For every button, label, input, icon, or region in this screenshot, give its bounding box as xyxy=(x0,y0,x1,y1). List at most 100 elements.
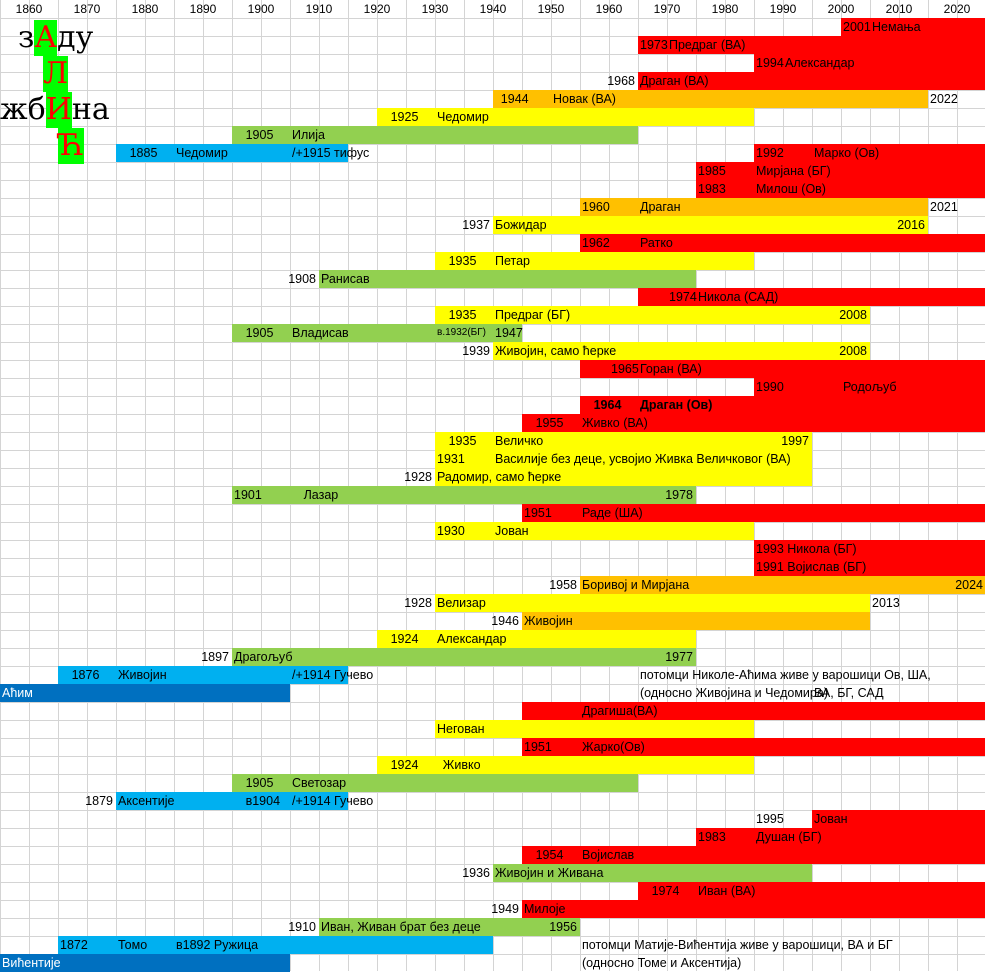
timeline-bar xyxy=(232,126,638,144)
timeline-label: ВА, БГ, САД xyxy=(814,686,884,700)
timeline-bar xyxy=(580,234,985,252)
x-tick-label: 2020 xyxy=(943,2,971,16)
timeline-label: Марко (Ов) xyxy=(814,146,880,160)
timeline-label: 1924 xyxy=(390,758,419,772)
x-tick-label: 1910 xyxy=(305,2,333,16)
timeline-bar xyxy=(754,144,985,162)
timeline-label: Жарко(Ов) xyxy=(582,740,645,754)
timeline-label: Драган (ВА) xyxy=(640,74,709,88)
timeline-bar xyxy=(493,216,928,234)
timeline-bar xyxy=(58,666,348,684)
timeline-bar xyxy=(754,558,985,576)
timeline-label: Душан (БГ) xyxy=(756,830,822,844)
timeline-label: Војислав xyxy=(582,848,635,862)
timeline-label: 1985 xyxy=(698,164,726,178)
timeline-bar xyxy=(377,630,696,648)
timeline-label: Никола (САД) xyxy=(698,290,779,304)
timeline-bar xyxy=(435,522,754,540)
timeline-label: Живко xyxy=(442,758,481,772)
timeline-label: 1944 xyxy=(500,92,529,106)
timeline-label: 1925 xyxy=(390,110,419,124)
timeline-label: 1968 xyxy=(607,74,635,88)
timeline-bar xyxy=(232,486,696,504)
timeline-label: 2022 xyxy=(930,92,958,106)
logo-highlight-letter: А xyxy=(34,20,58,56)
timeline-bar xyxy=(377,756,754,774)
timeline-label: Живојин и Живана xyxy=(495,866,604,880)
timeline-bar xyxy=(493,864,812,882)
timeline-label: Немања xyxy=(872,20,921,34)
x-tick-label: 1960 xyxy=(595,2,623,16)
timeline-bar xyxy=(522,846,985,864)
timeline-bar xyxy=(116,144,348,162)
timeline-label: в.1932(БГ) xyxy=(437,327,486,338)
timeline-label: Родољуб xyxy=(843,380,897,394)
timeline-label: 1905 xyxy=(245,128,274,142)
timeline-label: 2024 xyxy=(955,578,983,592)
x-tick-label: 1930 xyxy=(421,2,449,16)
timeline-bar xyxy=(638,72,985,90)
timeline-label: Александар xyxy=(785,56,855,70)
timeline-label: 1937 xyxy=(462,218,490,232)
timeline-label: Предраг (ВА) xyxy=(669,38,746,52)
timeline-label: 1928 xyxy=(404,596,432,610)
timeline-bar xyxy=(0,684,290,702)
timeline-label: в1892 Ружица xyxy=(176,938,259,952)
timeline-bar xyxy=(435,306,870,324)
timeline-bar xyxy=(435,468,812,486)
timeline-label: 1935 xyxy=(448,254,477,268)
timeline-label: 1995 xyxy=(756,812,784,826)
x-tick-label: 1880 xyxy=(131,2,159,16)
timeline-bar xyxy=(232,324,522,342)
timeline-label: 1960 xyxy=(582,200,610,214)
timeline-label: 2008 xyxy=(839,344,867,358)
timeline-bar xyxy=(522,702,985,720)
logo-text: з xyxy=(18,20,35,55)
timeline-label: 1964 xyxy=(593,398,622,412)
timeline-label: 1936 xyxy=(462,866,490,880)
timeline-label: 2016 xyxy=(897,218,925,232)
timeline-bar xyxy=(580,396,985,414)
timeline-label: Живојин xyxy=(118,668,167,682)
timeline-bar xyxy=(638,288,985,306)
timeline-label: потомци Николе-Аћима живе у варошици Ов,… xyxy=(640,668,931,682)
logo-text: на xyxy=(71,92,110,127)
x-tick-label: 2000 xyxy=(827,2,855,16)
timeline-label: 1910 xyxy=(288,920,316,934)
timeline-label: Владисав xyxy=(292,326,349,340)
timeline-label: Драган xyxy=(640,200,681,214)
timeline-label: 1983 xyxy=(698,182,726,196)
timeline-bar xyxy=(580,576,985,594)
timeline-bar xyxy=(812,810,985,828)
timeline-bar xyxy=(319,918,580,936)
timeline-label: потомци Матије-Вићентија живе у варошици… xyxy=(582,938,893,952)
timeline-label: 1973 xyxy=(640,38,668,52)
timeline-label: Петар xyxy=(495,254,531,268)
timeline-bar xyxy=(319,270,696,288)
timeline-bar xyxy=(638,36,985,54)
timeline-label: 2021 xyxy=(930,200,958,214)
x-tick-label: 2010 xyxy=(885,2,913,16)
timeline-label: 1992 xyxy=(756,146,784,160)
timeline-label: Александар xyxy=(437,632,507,646)
timeline-label: Драгиша(ВА) xyxy=(582,704,658,718)
timeline-label: Величко xyxy=(495,434,544,448)
timeline-bar xyxy=(493,90,928,108)
timeline-label: 1905 xyxy=(245,776,274,790)
timeline-bar xyxy=(522,612,870,630)
timeline-label: Драгољуб xyxy=(234,650,293,664)
timeline-label: 1978 xyxy=(665,488,693,502)
timeline-label: Радомир, само ћерке xyxy=(437,470,562,484)
timeline-label: 1946 xyxy=(491,614,519,628)
timeline-label: 2001 xyxy=(843,20,871,34)
timeline-bar xyxy=(696,828,985,846)
timeline-bar xyxy=(754,378,985,396)
timeline-label: /+1914 Гучево xyxy=(292,668,374,682)
x-tick-label: 1990 xyxy=(769,2,797,16)
logo-line-2: Л xyxy=(0,56,110,92)
logo: зАду Л жбИна Ћ xyxy=(0,20,110,164)
timeline-bar xyxy=(580,198,928,216)
logo-text: ду xyxy=(57,20,94,55)
timeline-label: Аксентије xyxy=(118,794,175,808)
